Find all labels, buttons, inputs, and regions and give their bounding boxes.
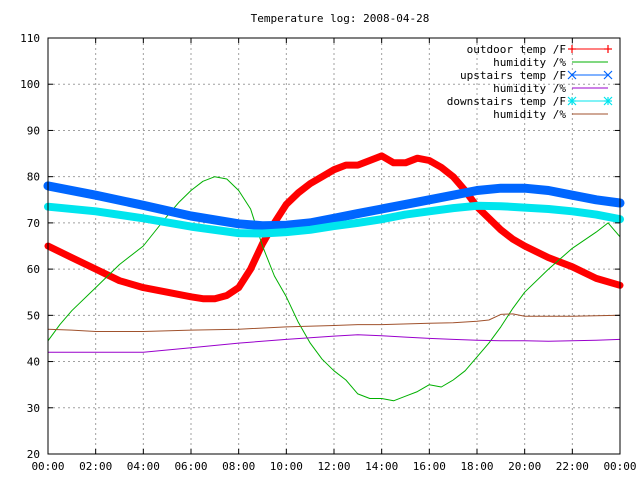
x-tick-label: 04:00	[127, 460, 160, 473]
x-tick-label: 22:00	[556, 460, 589, 473]
legend-label: downstairs temp /F	[447, 95, 566, 108]
series-line	[43, 181, 625, 231]
series-layer	[43, 152, 625, 402]
series-line	[47, 313, 621, 332]
x-tick-label: 10:00	[270, 460, 303, 473]
y-tick-label: 50	[27, 309, 40, 322]
x-tick-label: 18:00	[460, 460, 493, 473]
legend-label: humidity /%	[493, 108, 566, 121]
y-tick-label: 40	[27, 356, 40, 369]
legend-marker	[567, 70, 577, 80]
x-tick-label: 00:00	[603, 460, 636, 473]
series-1	[47, 176, 621, 402]
legend-entry: humidity /%	[493, 82, 608, 95]
x-tick-label: 14:00	[365, 460, 398, 473]
axes: 00:00 02:00 04:00 06:00 08:00 10:00 12:00 14:00…	[20, 32, 636, 473]
legend-label: humidity /%	[493, 82, 566, 95]
series-line	[47, 334, 621, 353]
x-tick-label: 02:00	[79, 460, 112, 473]
x-tick-label: 20:00	[508, 460, 541, 473]
legend-label: humidity /%	[493, 56, 566, 69]
legend-marker	[567, 96, 577, 106]
legend-marker	[603, 70, 613, 80]
legend-entry: humidity /%	[493, 56, 608, 69]
y-tick-label: 30	[27, 402, 40, 415]
y-tick-label: 100	[20, 78, 40, 91]
chart-title: Temperature log: 2008-04-28	[251, 12, 430, 25]
legend-marker	[603, 96, 613, 106]
series-line	[44, 152, 624, 303]
x-tick-label: 00:00	[31, 460, 64, 473]
legend-entry: downstairs temp /F	[447, 95, 613, 108]
x-tick-label: 12:00	[317, 460, 350, 473]
series-4	[44, 201, 624, 238]
legend-marker	[604, 45, 612, 53]
x-tick-label: 16:00	[413, 460, 446, 473]
x-tick-label: 06:00	[174, 460, 207, 473]
y-tick-label: 110	[20, 32, 40, 45]
y-tick-label: 60	[27, 263, 40, 276]
y-tick-label: 20	[27, 448, 40, 461]
legend-marker	[568, 45, 576, 53]
legend-entry: upstairs temp /F	[460, 69, 613, 82]
legend-entry: outdoor temp /F	[467, 43, 612, 56]
y-tick-label: 80	[27, 171, 40, 184]
series-line	[47, 176, 621, 402]
series-3	[47, 334, 621, 353]
series-line	[44, 201, 624, 238]
legend-label: outdoor temp /F	[467, 43, 566, 56]
legend-entry: humidity /%	[493, 108, 608, 121]
y-tick-label: 90	[27, 124, 40, 137]
legend-label: upstairs temp /F	[460, 69, 566, 82]
series-2	[43, 181, 625, 231]
series-5	[47, 313, 621, 332]
y-tick-label: 70	[27, 217, 40, 230]
series-0	[44, 152, 624, 303]
x-tick-label: 08:00	[222, 460, 255, 473]
